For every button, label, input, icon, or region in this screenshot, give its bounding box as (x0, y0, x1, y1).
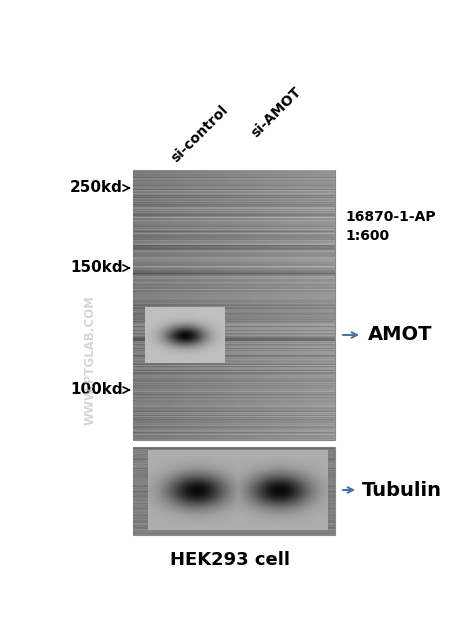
Text: si-AMOT: si-AMOT (248, 84, 304, 140)
Text: AMOT: AMOT (368, 326, 432, 344)
Text: 100kd: 100kd (70, 383, 129, 397)
Bar (133, 447, 335, 535)
Text: WWW.PTGLAB.COM: WWW.PTGLAB.COM (84, 295, 96, 425)
Bar (133, 170, 335, 440)
Text: HEK293 cell: HEK293 cell (170, 551, 290, 569)
Text: si-control: si-control (168, 102, 230, 165)
Text: 150kd: 150kd (70, 260, 129, 275)
Text: 250kd: 250kd (70, 180, 129, 195)
Text: Tubulin: Tubulin (362, 481, 442, 499)
Text: 16870-1-AP
1:600: 16870-1-AP 1:600 (345, 210, 436, 243)
